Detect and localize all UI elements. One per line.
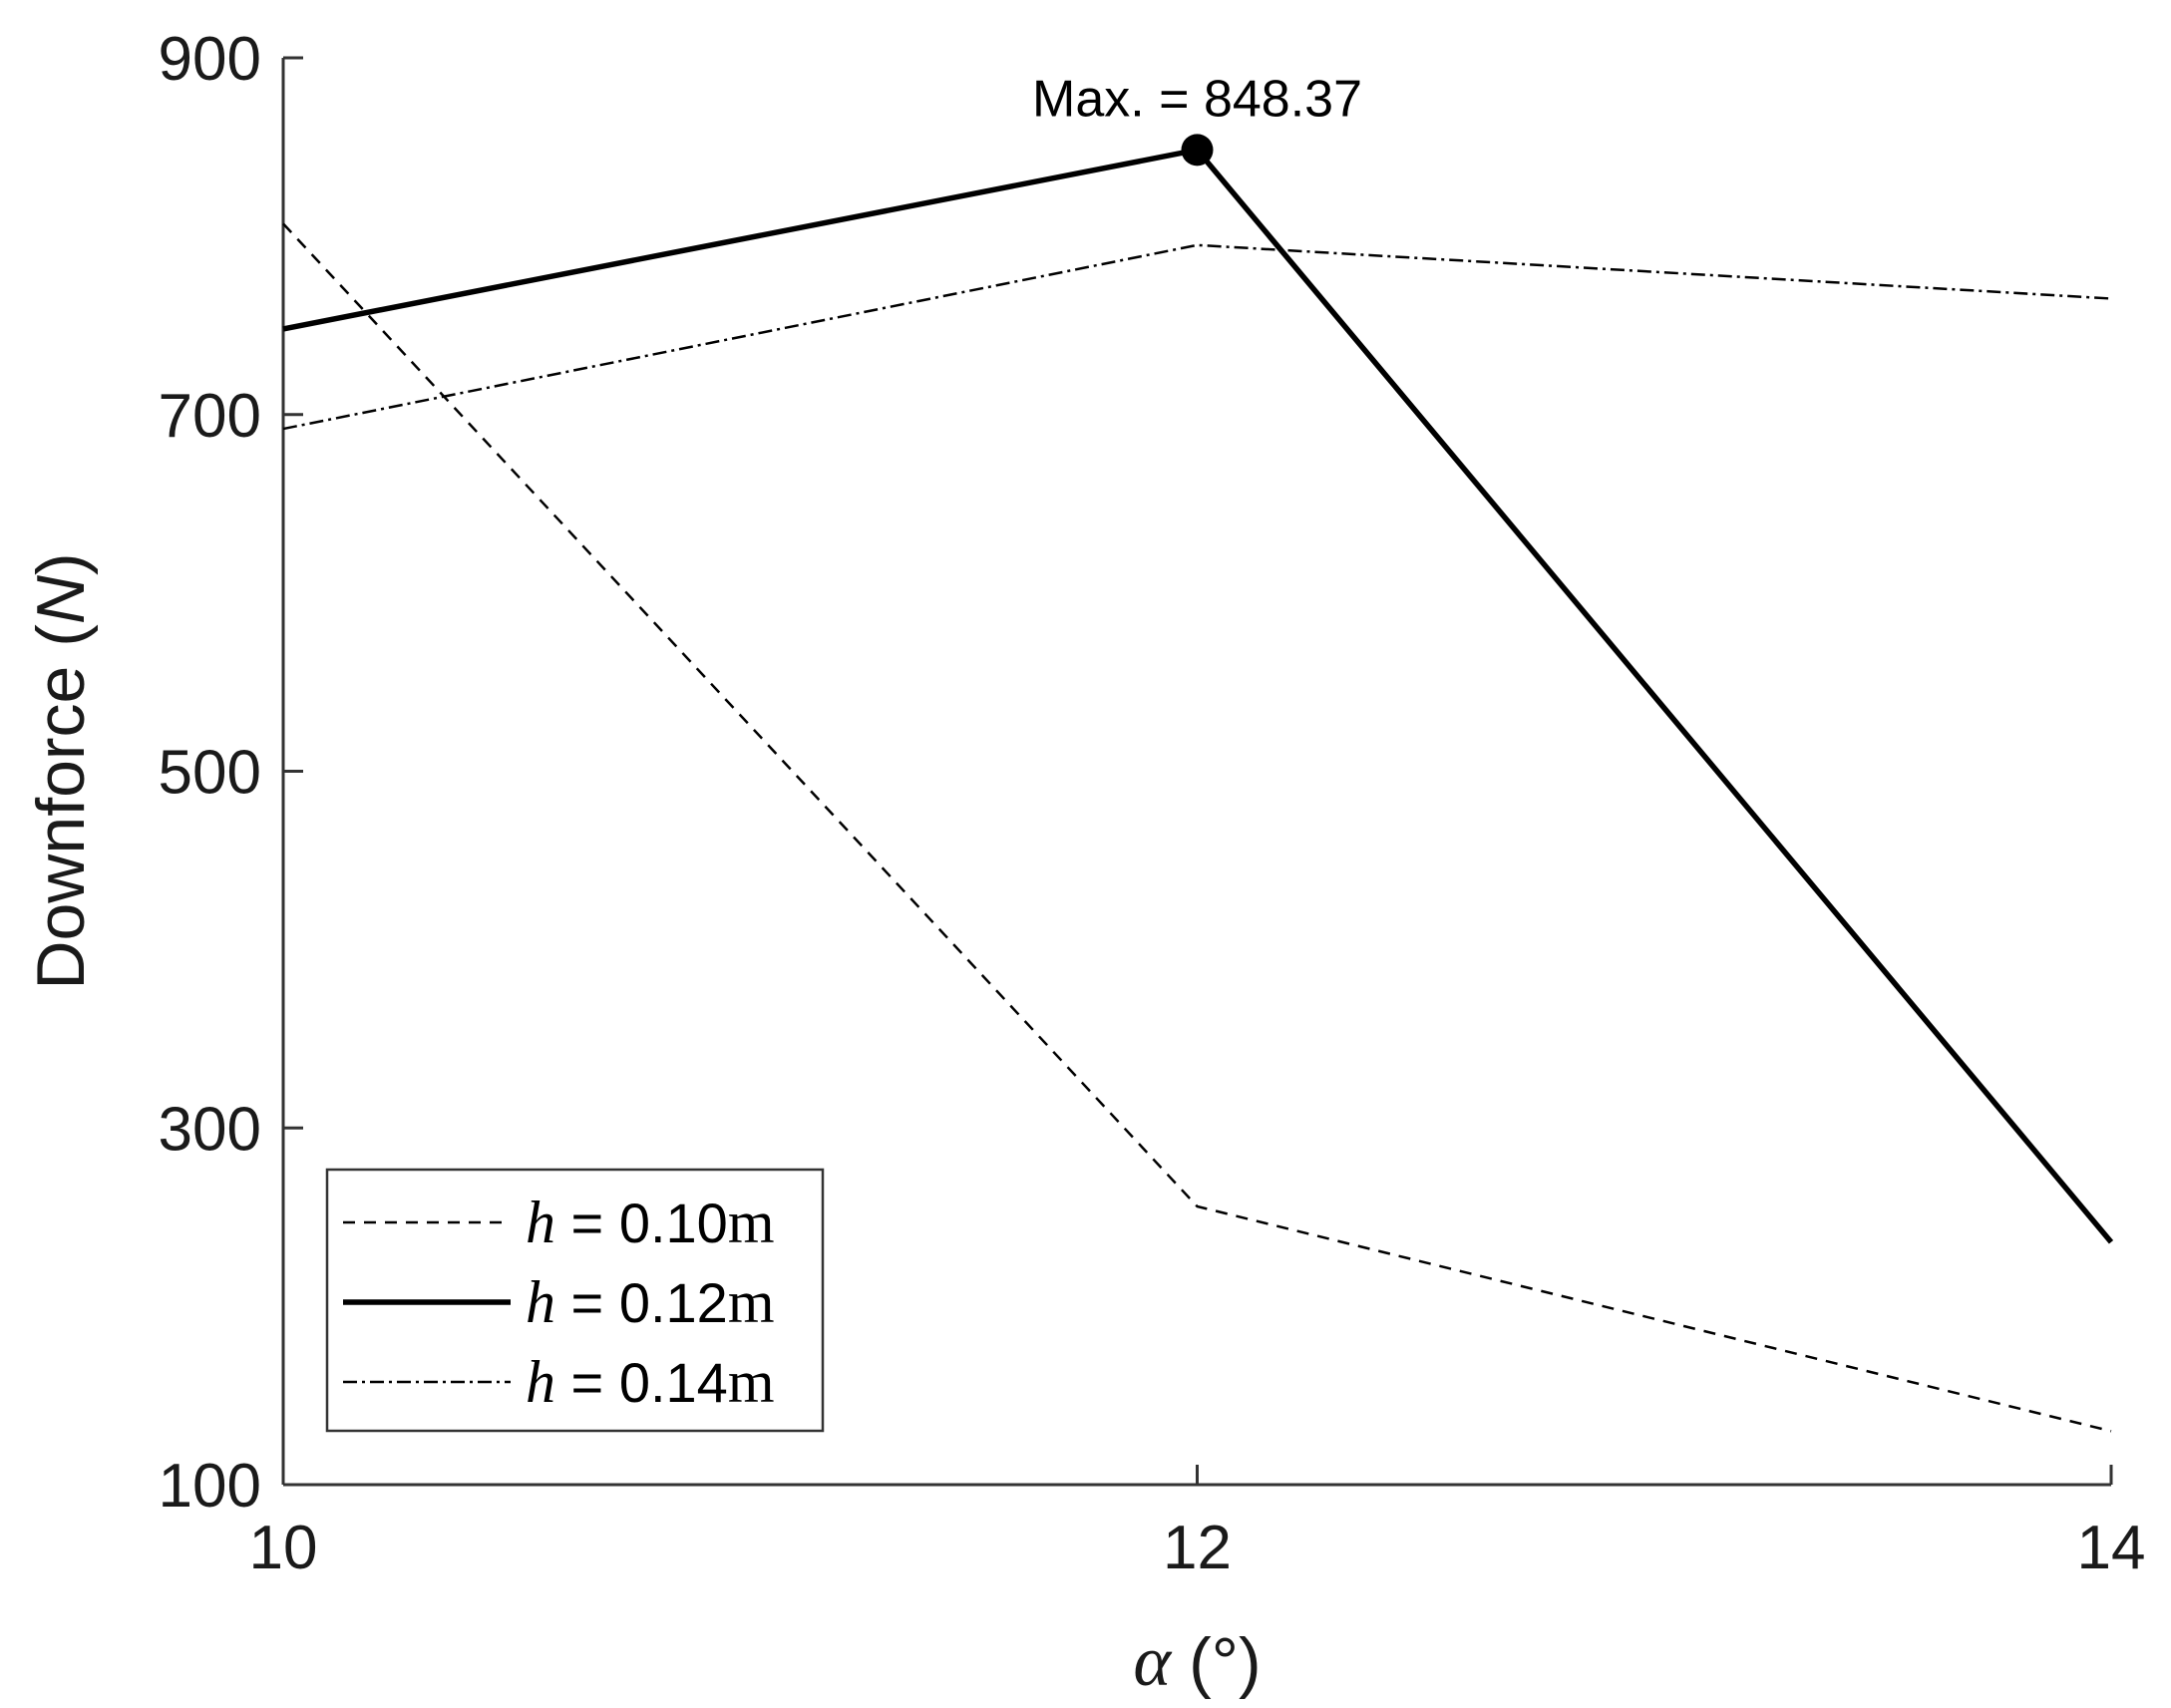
x-axis-title: α (°) — [1133, 1621, 1261, 1701]
max-annotation: Max. = 848.37 — [1032, 70, 1362, 167]
x-tick-label: 10 — [249, 1514, 318, 1582]
legend-label-1: h = 0.10m — [526, 1190, 774, 1255]
legend-unit: m — [728, 1190, 775, 1255]
legend-unit: m — [728, 1349, 775, 1415]
legend-label-2: h = 0.12m — [526, 1269, 774, 1335]
series-line-3 — [282, 243, 2112, 431]
y-tick-label: 300 — [159, 1095, 261, 1164]
y-tick-label: 900 — [159, 25, 261, 94]
y-tick-label: 500 — [159, 739, 261, 808]
legend-symbol: h — [526, 1269, 555, 1335]
y-ticks: 100 300 500 700 900 — [159, 25, 303, 1521]
legend-symbol: h — [526, 1349, 555, 1415]
max-annotation-label: Max. = 848.37 — [1032, 70, 1362, 128]
y-tick-label: 700 — [159, 382, 261, 451]
legend-label-3: h = 0.14m — [526, 1349, 774, 1415]
legend-value: = 0.14 — [555, 1351, 728, 1414]
series-line-1 — [282, 222, 2112, 1433]
y-axis-label-unit: N — [23, 574, 99, 624]
y-axis-label-prefix: Downforce ( — [23, 624, 99, 990]
x-tick-label: 14 — [2077, 1514, 2146, 1582]
legend-unit: m — [728, 1269, 775, 1335]
y-tick-label: 100 — [159, 1452, 261, 1521]
legend-symbol: h — [526, 1190, 555, 1255]
x-axis-symbol: α — [1133, 1621, 1172, 1701]
series-line-2 — [282, 147, 2114, 1244]
x-tick-label: 12 — [1163, 1514, 1232, 1582]
y-axis-title: Downforce (N) — [23, 552, 99, 989]
x-axis-unit: (°) — [1189, 1624, 1261, 1700]
legend-value: = 0.10 — [555, 1192, 728, 1254]
y-axis-label-suffix: ) — [23, 552, 99, 575]
legend-value: = 0.12 — [555, 1271, 728, 1334]
max-point-marker — [1181, 134, 1214, 167]
x-ticks: 10 12 14 — [249, 1465, 2146, 1582]
